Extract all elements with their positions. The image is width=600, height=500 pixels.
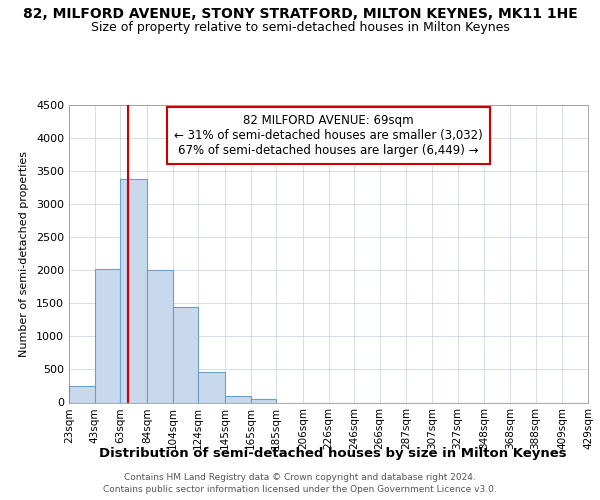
Text: Contains HM Land Registry data © Crown copyright and database right 2024.
Contai: Contains HM Land Registry data © Crown c… — [103, 472, 497, 494]
Bar — [95, 269, 120, 402]
Bar — [225, 396, 251, 402]
Bar — [69, 386, 95, 402]
Bar — [120, 179, 147, 402]
Text: Distribution of semi-detached houses by size in Milton Keynes: Distribution of semi-detached houses by … — [99, 448, 567, 460]
Y-axis label: Number of semi-detached properties: Number of semi-detached properties — [19, 151, 29, 357]
Text: Size of property relative to semi-detached houses in Milton Keynes: Size of property relative to semi-detach… — [91, 21, 509, 34]
Bar — [251, 398, 276, 402]
Bar — [147, 270, 173, 402]
Bar — [198, 372, 225, 402]
Bar — [173, 306, 198, 402]
Text: 82, MILFORD AVENUE, STONY STRATFORD, MILTON KEYNES, MK11 1HE: 82, MILFORD AVENUE, STONY STRATFORD, MIL… — [23, 8, 577, 22]
Text: 82 MILFORD AVENUE: 69sqm
← 31% of semi-detached houses are smaller (3,032)
67% o: 82 MILFORD AVENUE: 69sqm ← 31% of semi-d… — [174, 114, 483, 157]
